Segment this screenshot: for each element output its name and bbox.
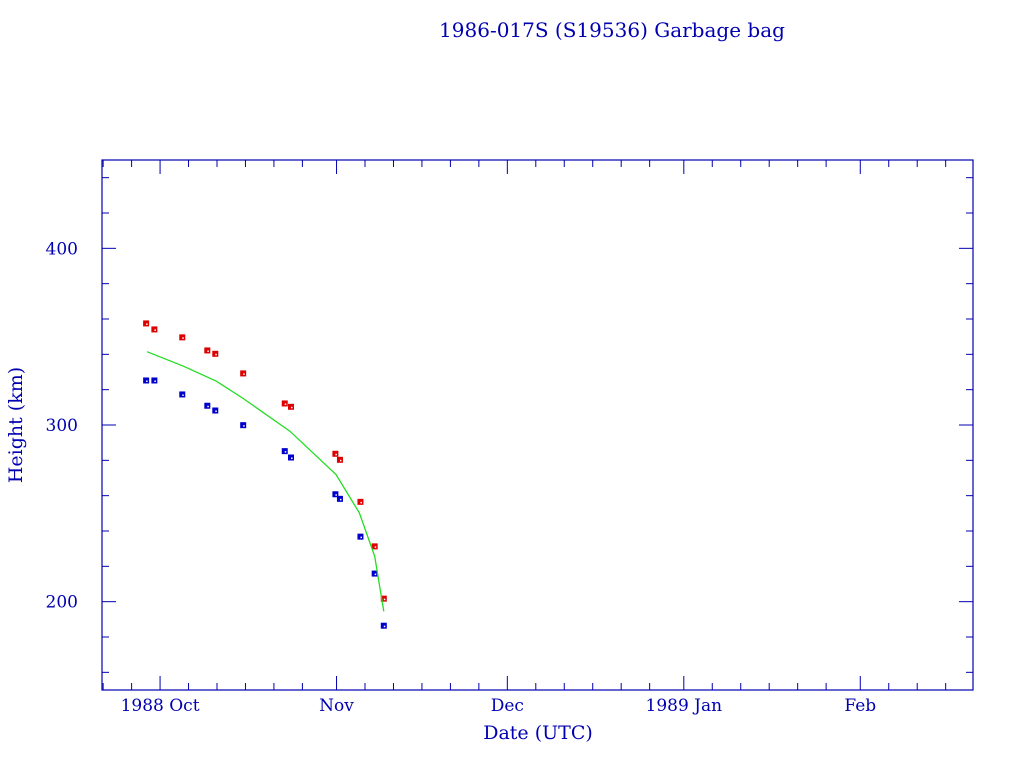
perigee-point-highlight: [215, 410, 217, 413]
x-tick-label: Feb: [844, 696, 876, 716]
tick-labels: 200 300 400 1988 Oct Nov Dec 1989 Jan Feb: [46, 239, 877, 716]
data-marks: [143, 320, 387, 629]
perigee-point-highlight: [360, 536, 362, 539]
perigee-point-highlight: [154, 380, 156, 382]
mean-line: [146, 351, 385, 612]
perigee-point-highlight: [182, 394, 184, 396]
apogee-point-highlight: [146, 323, 148, 325]
perigee-point-highlight: [146, 380, 148, 382]
apogee-point-highlight: [284, 403, 287, 405]
apogee-point-highlight: [243, 373, 245, 375]
x-tick-label: Dec: [491, 696, 524, 716]
perigee-point-highlight: [339, 498, 342, 501]
apogee-point-highlight: [360, 501, 362, 504]
perigee-point-highlight: [335, 494, 337, 496]
apogee-point-highlight: [383, 598, 386, 601]
x-tick-label: 1989 Jan: [646, 696, 723, 716]
perigee-point-highlight: [284, 451, 287, 453]
perigee-point-highlight: [383, 625, 386, 628]
perigee-point-highlight: [374, 573, 377, 576]
x-tick-label: 1988 Oct: [121, 696, 200, 716]
plot-frame: [101, 159, 974, 691]
apogee-point-highlight: [335, 453, 337, 456]
y-tick-label: 400: [46, 239, 78, 259]
x-axis-label: Date (UTC): [483, 722, 593, 744]
apogee-point-highlight: [182, 337, 184, 339]
apogee-point-highlight: [339, 459, 342, 462]
perigee-point-highlight: [207, 405, 209, 408]
x-tick-label: Nov: [319, 696, 354, 716]
chart-title: 1986-017S (S19536) Garbage bag: [439, 18, 785, 42]
apogee-point-highlight: [215, 353, 217, 356]
y-axis-label: Height (km): [5, 367, 27, 483]
apogee-point-highlight: [207, 350, 209, 352]
apogee-point-highlight: [374, 546, 377, 548]
apogee-point-highlight: [291, 406, 293, 409]
axis-ticks: [102, 160, 973, 690]
y-tick-label: 300: [46, 416, 78, 436]
perigee-point-highlight: [291, 457, 293, 460]
perigee-point-highlight: [243, 425, 245, 427]
apogee-point-highlight: [154, 329, 156, 331]
y-tick-label: 200: [46, 593, 78, 613]
